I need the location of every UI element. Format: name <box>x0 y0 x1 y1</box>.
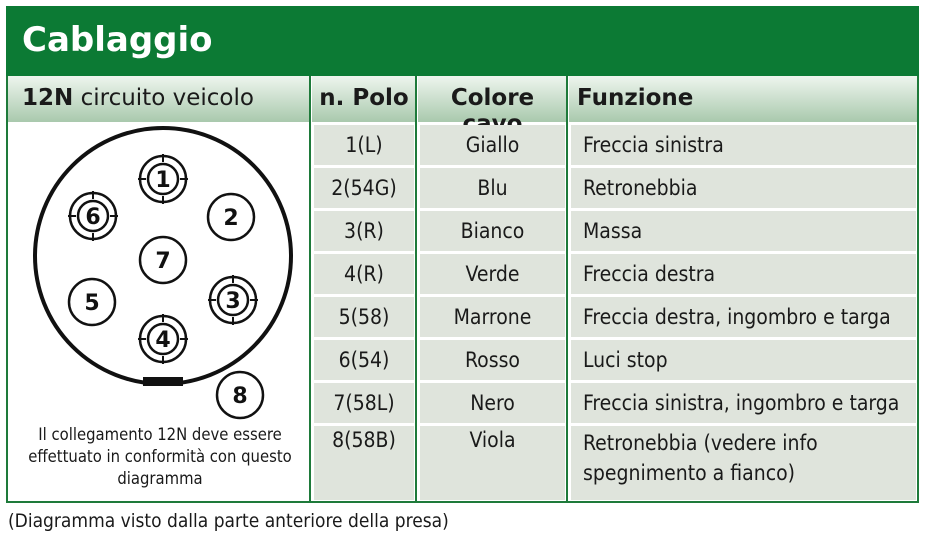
table-cell-polo: 3(R) <box>314 211 414 251</box>
table-cell-colore: Marrone <box>420 297 565 337</box>
pin-label: 5 <box>84 291 99 316</box>
table-cell-polo: 5(58) <box>314 297 414 337</box>
table-frame <box>6 76 919 503</box>
pin-label: 8 <box>232 384 247 409</box>
table-cell-polo: 4(R) <box>314 254 414 294</box>
table-cell-colore: Blu <box>420 168 565 208</box>
table-cell-funzione: Freccia destra, ingombro e targa <box>571 297 916 337</box>
table-cell-funzione: Freccia destra <box>571 254 916 294</box>
pin-5: 5 <box>67 277 117 327</box>
pin-8: 8 <box>215 370 265 420</box>
table-cell-polo: 8(58B) <box>314 426 414 500</box>
pin-label: 7 <box>155 249 170 274</box>
col-header-funzione: Funzione <box>569 76 917 122</box>
table-cell-colore: Bianco <box>420 211 565 251</box>
header-rest: circuito veicolo <box>73 85 254 111</box>
diagram-header: 12N circuito veicolo <box>8 76 310 122</box>
table-cell-polo: 2(54G) <box>314 168 414 208</box>
divider <box>566 76 568 503</box>
divider <box>415 76 417 503</box>
divider <box>309 76 311 503</box>
pin-label: 6 <box>85 205 100 230</box>
pin-1: 1 <box>138 154 188 204</box>
pin-3: 3 <box>208 275 258 325</box>
table-cell-funzione: Retronebbia <box>571 168 916 208</box>
col-header-polo: n. Polo <box>312 76 416 122</box>
table-cell-funzione: Luci stop <box>571 340 916 380</box>
table-cell-polo: 1(L) <box>314 125 414 165</box>
table-cell-polo: 6(54) <box>314 340 414 380</box>
page-title: Cablaggio <box>6 6 919 76</box>
table-cell-colore: Rosso <box>420 340 565 380</box>
pin-label: 1 <box>155 168 170 193</box>
table-cell-funzione: Freccia sinistra <box>571 125 916 165</box>
table-cell-polo: 7(58L) <box>314 383 414 423</box>
pin-7: 7 <box>138 235 188 285</box>
pin-label: 2 <box>223 206 238 231</box>
pin-6: 6 <box>68 191 118 241</box>
table-cell-funzione: Freccia sinistra, ingombro e targa <box>571 383 916 423</box>
caption: (Diagramma visto dalla parte anteriore d… <box>8 510 449 532</box>
table-cell-funzione: Retronebbia (vedere info spegnimento a f… <box>571 426 916 500</box>
table-cell-colore: Verde <box>420 254 565 294</box>
pin-label: 3 <box>225 289 240 314</box>
pin-4: 4 <box>138 314 188 364</box>
connector-diagram: 1 2 3 4 5 6 7 8 <box>33 126 293 420</box>
pin-label: 4 <box>155 328 170 353</box>
table-cell-colore: Viola <box>420 426 565 500</box>
col-header-colore: Colore cavo <box>418 76 567 137</box>
diagram-note: Il collegamento 12N deve essere effettua… <box>28 425 292 488</box>
table-cell-colore: Nero <box>420 383 565 423</box>
header-bold: 12N <box>22 85 74 111</box>
socket-key <box>143 377 183 386</box>
table-cell-funzione: Massa <box>571 211 916 251</box>
table-cell-colore: Giallo <box>420 125 565 165</box>
pin-2: 2 <box>206 192 256 242</box>
